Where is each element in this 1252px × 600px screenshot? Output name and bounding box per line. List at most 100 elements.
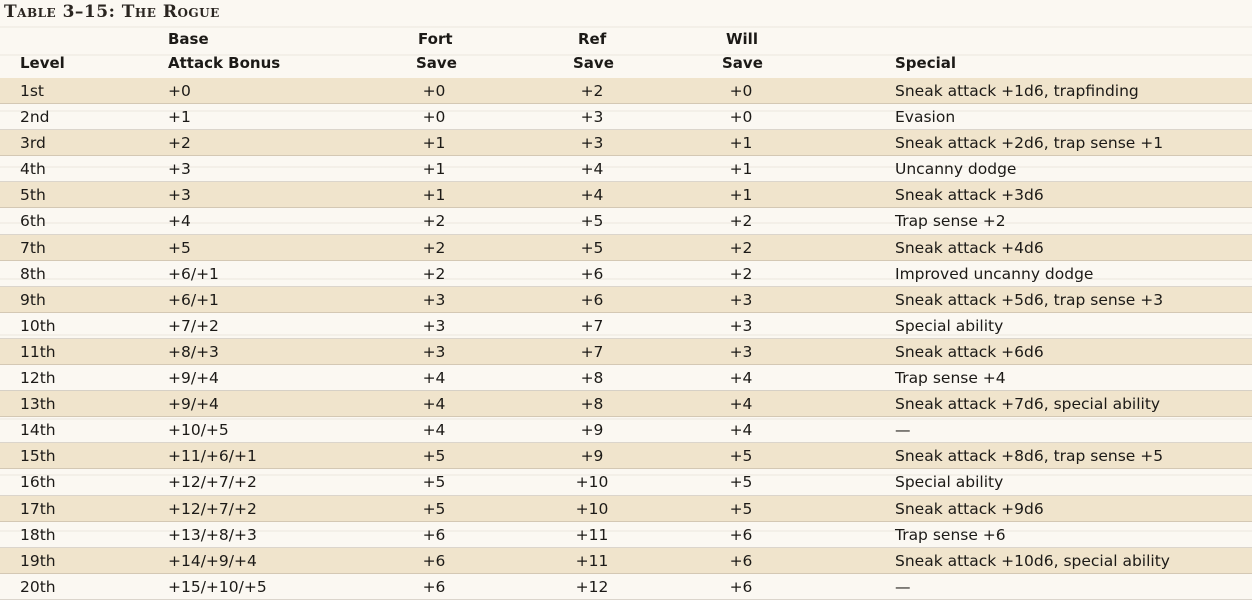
table-row: 3rd +2 +1 +3 +1 Sneak attack +2d6, trap sense… (0, 130, 1252, 157)
header-fort-line2: Save (416, 54, 457, 72)
cell-special: Special ability (895, 473, 1004, 492)
cell-special: Sneak attack +10d6, special ability (895, 551, 1170, 570)
header-will-line1: Will (726, 30, 758, 48)
cell-fort-save: +2 (422, 212, 446, 231)
header-will-line2: Save (722, 54, 763, 72)
cell-fort-save: +6 (422, 551, 446, 570)
cell-fort-save: +1 (422, 160, 446, 179)
cell-special: Evasion (895, 108, 956, 127)
cell-base-attack-bonus: +9/+4 (168, 369, 219, 388)
cell-will-save: +4 (729, 369, 753, 388)
cell-fort-save: +4 (422, 369, 446, 388)
cell-will-save: +1 (729, 134, 753, 153)
cell-base-attack-bonus: +8/+3 (168, 342, 219, 361)
cell-fort-save: +0 (422, 82, 446, 100)
cell-ref-save: +4 (580, 186, 604, 205)
table-body: 1st +0 +0 +2 +0 Sneak attack +1d6, trapfindin… (0, 78, 1252, 600)
cell-special: Trap sense +6 (895, 525, 1006, 544)
cell-level: 13th (20, 395, 56, 414)
cell-fort-save: +5 (422, 473, 446, 492)
cell-fort-save: +3 (422, 316, 446, 335)
cell-special: Trap sense +4 (895, 369, 1006, 388)
table-row: 9th +6/+1 +3 +6 +3 Sneak attack +5d6, trap se… (0, 286, 1252, 313)
table-row: 20th +15/+10/+5 +6 +12 +6 — (0, 574, 1252, 600)
cell-will-save: +5 (729, 473, 753, 492)
cell-ref-save: +6 (580, 264, 604, 283)
cell-ref-save: +11 (575, 525, 609, 544)
cell-fort-save: +5 (422, 499, 446, 518)
cell-base-attack-bonus: +4 (168, 212, 191, 231)
cell-special: Sneak attack +7d6, special ability (895, 395, 1161, 414)
cell-will-save: +5 (729, 447, 753, 466)
cell-special: Sneak attack +8d6, trap sense +5 (895, 447, 1164, 466)
table-row: 6th +4 +2 +5 +2 Trap sense +2 (0, 208, 1252, 235)
cell-will-save: +0 (729, 108, 753, 127)
cell-special: Sneak attack +3d6 (895, 186, 1044, 205)
cell-level: 7th (20, 238, 46, 257)
cell-ref-save: +10 (575, 473, 609, 492)
table-header: Base Fort Ref Will Level Attack Bonus Sa… (0, 30, 1252, 78)
cell-ref-save: +7 (580, 342, 604, 361)
cell-will-save: +0 (729, 82, 753, 100)
table-row: 13th +9/+4 +4 +8 +4 Sneak attack +7d6, specia… (0, 391, 1252, 418)
cell-ref-save: +3 (580, 108, 604, 127)
header-bab-line1: Base (168, 30, 209, 48)
cell-special: — (895, 577, 911, 596)
cell-base-attack-bonus: +7/+2 (168, 316, 219, 335)
cell-base-attack-bonus: +15/+10/+5 (168, 577, 267, 596)
cell-special: Trap sense +2 (895, 212, 1006, 231)
cell-special: Sneak attack +1d6, trapfinding (895, 82, 1139, 100)
cell-level: 12th (20, 369, 56, 388)
cell-will-save: +3 (729, 342, 753, 361)
cell-ref-save: +10 (575, 499, 609, 518)
cell-will-save: +6 (729, 577, 753, 596)
cell-fort-save: +0 (422, 108, 446, 127)
cell-level: 11th (20, 342, 56, 361)
cell-fort-save: +3 (422, 290, 446, 309)
cell-will-save: +1 (729, 186, 753, 205)
cell-fort-save: +6 (422, 577, 446, 596)
cell-fort-save: +4 (422, 395, 446, 414)
cell-special: — (895, 421, 911, 440)
table-row: 16th +12/+7/+2 +5 +10 +5 Special ability (0, 469, 1252, 496)
cell-level: 9th (20, 290, 46, 309)
cell-special: Sneak attack +4d6 (895, 238, 1044, 257)
cell-level: 8th (20, 264, 46, 283)
cell-base-attack-bonus: +6/+1 (168, 290, 219, 309)
cell-base-attack-bonus: +11/+6/+1 (168, 447, 257, 466)
table-row: 19th +14/+9/+4 +6 +11 +6 Sneak attack +10d6, … (0, 547, 1252, 574)
cell-level: 2nd (20, 108, 50, 127)
table-row: 7th +5 +2 +5 +2 Sneak attack +4d6 (0, 234, 1252, 261)
cell-fort-save: +1 (422, 134, 446, 153)
table-row: 11th +8/+3 +3 +7 +3 Sneak attack +6d6 (0, 338, 1252, 366)
cell-will-save: +4 (729, 395, 753, 414)
cell-level: 3rd (20, 134, 46, 153)
table-row: 14th +10/+5 +4 +9 +4 — (0, 417, 1252, 444)
table-row: 1st +0 +0 +2 +0 Sneak attack +1d6, trapfindin… (0, 78, 1252, 105)
cell-level: 14th (20, 421, 56, 440)
table-row: 8th +6/+1 +2 +6 +2 Improved uncanny dodge (0, 261, 1252, 287)
cell-fort-save: +4 (422, 421, 446, 440)
cell-level: 6th (20, 212, 46, 231)
cell-ref-save: +4 (580, 160, 604, 179)
cell-ref-save: +6 (580, 290, 604, 309)
cell-base-attack-bonus: +1 (168, 108, 191, 127)
cell-special: Improved uncanny dodge (895, 264, 1094, 283)
cell-ref-save: +2 (580, 82, 604, 100)
cell-level: 16th (20, 473, 56, 492)
cell-fort-save: +1 (422, 186, 446, 205)
header-special: Special (895, 54, 957, 72)
table-row: 15th +11/+6/+1 +5 +9 +5 Sneak attack +8d6, tr… (0, 443, 1252, 470)
cell-level: 19th (20, 551, 56, 570)
cell-ref-save: +3 (580, 134, 604, 153)
table-row: 17th +12/+7/+2 +5 +10 +5 Sneak attack +9d6 (0, 495, 1252, 522)
cell-level: 10th (20, 316, 56, 335)
cell-ref-save: +9 (580, 447, 604, 466)
cell-base-attack-bonus: +10/+5 (168, 421, 229, 440)
cell-base-attack-bonus: +2 (168, 134, 191, 153)
cell-will-save: +6 (729, 551, 753, 570)
cell-ref-save: +8 (580, 369, 604, 388)
cell-base-attack-bonus: +14/+9/+4 (168, 551, 257, 570)
table-row: 10th +7/+2 +3 +7 +3 Special ability (0, 313, 1252, 339)
cell-fort-save: +5 (422, 447, 446, 466)
